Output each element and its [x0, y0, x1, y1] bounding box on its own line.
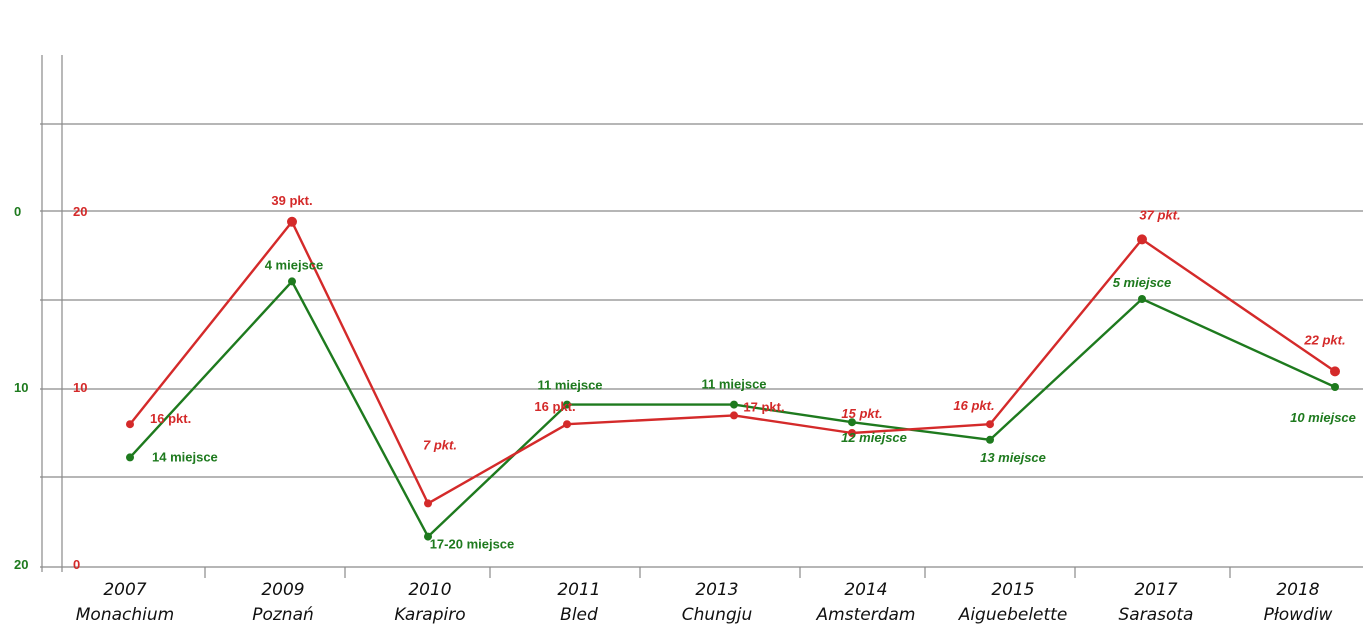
place-line: [129, 280, 1336, 538]
x-axis-year-label: 2014: [844, 580, 887, 600]
x-axis-place-label: Poznań: [252, 605, 314, 625]
place-point: [1331, 383, 1339, 391]
x-axis-year-label: 2018: [1276, 580, 1319, 600]
place-data-label: 5 miejsce: [1113, 275, 1172, 290]
points-data-label: 39 pkt.: [271, 193, 312, 208]
place-data-label: 14 miejsce: [152, 449, 218, 464]
x-axis-place-label: Amsterdam: [816, 605, 916, 625]
place-point: [1138, 295, 1146, 303]
points-data-label: 7 pkt.: [423, 437, 457, 452]
x-axis-place-label: Bled: [560, 605, 598, 625]
points-data-label: 17 pkt.: [743, 399, 784, 414]
points-point: [287, 216, 297, 227]
points-data-label: 22 pkt.: [1303, 332, 1345, 347]
x-axis-place-label: Sarasota: [1119, 605, 1194, 625]
place-data-label: 17-20 miejsce: [430, 537, 515, 552]
x-axis-year-label: 2013: [695, 580, 738, 600]
x-axis-place-label: Karapiro: [394, 605, 465, 625]
place-point: [126, 453, 134, 462]
place-data-label: 12 miejsce: [841, 430, 907, 445]
points-axis-tick-label: 10: [73, 380, 87, 395]
points-axis-tick-label: 0: [73, 557, 80, 572]
x-axis-place-label: Chungju: [682, 605, 753, 625]
place-data-label: 4 miejsce: [265, 257, 324, 272]
points-point: [126, 420, 134, 429]
points-data-label: 16 pkt.: [953, 398, 994, 413]
x-axis-year-label: 2009: [261, 580, 304, 600]
place-point: [730, 400, 738, 409]
x-axis-year-label: 2011: [557, 580, 600, 600]
points-point: [986, 420, 994, 429]
place-point: [563, 400, 571, 409]
points-point: [730, 411, 738, 420]
left-axis-tick-label: 20: [14, 557, 28, 572]
points-data-label: 16 pkt.: [534, 399, 575, 414]
points-axis-tick-label: 20: [73, 204, 87, 219]
left-axis-tick-label: 10: [14, 380, 28, 395]
x-axis-year-label: 2007: [103, 580, 146, 600]
points-data-label: 37 pkt.: [1139, 207, 1180, 222]
points-point: [1330, 366, 1340, 377]
place-data-label: 10 miejsce: [1290, 410, 1356, 425]
place-data-label: 11 miejsce: [537, 378, 602, 393]
x-axis-place-label: Płowdiw: [1264, 605, 1333, 625]
x-axis-place-label: Monachium: [76, 605, 174, 625]
place-data-label: 13 miejsce: [980, 450, 1046, 465]
x-axis-place-label: Aiguebelette: [958, 605, 1068, 625]
points-point: [848, 429, 856, 437]
points-data-label: 15 pkt.: [841, 406, 882, 421]
points-point: [424, 499, 432, 508]
points-data-label: 16 pkt.: [150, 411, 191, 426]
left-axis-tick-label: 0: [14, 204, 21, 219]
points-point: [1137, 234, 1147, 245]
points-point: [563, 420, 571, 429]
place-point: [848, 418, 856, 427]
place-data-label: 11 miejsce: [701, 377, 766, 392]
place-point: [986, 435, 994, 444]
place-point: [288, 277, 296, 286]
x-axis-year-label: 2017: [1134, 580, 1177, 600]
place-point: [424, 532, 432, 541]
x-axis-year-label: 2010: [408, 580, 451, 600]
x-axis-year-label: 2015: [991, 580, 1034, 600]
